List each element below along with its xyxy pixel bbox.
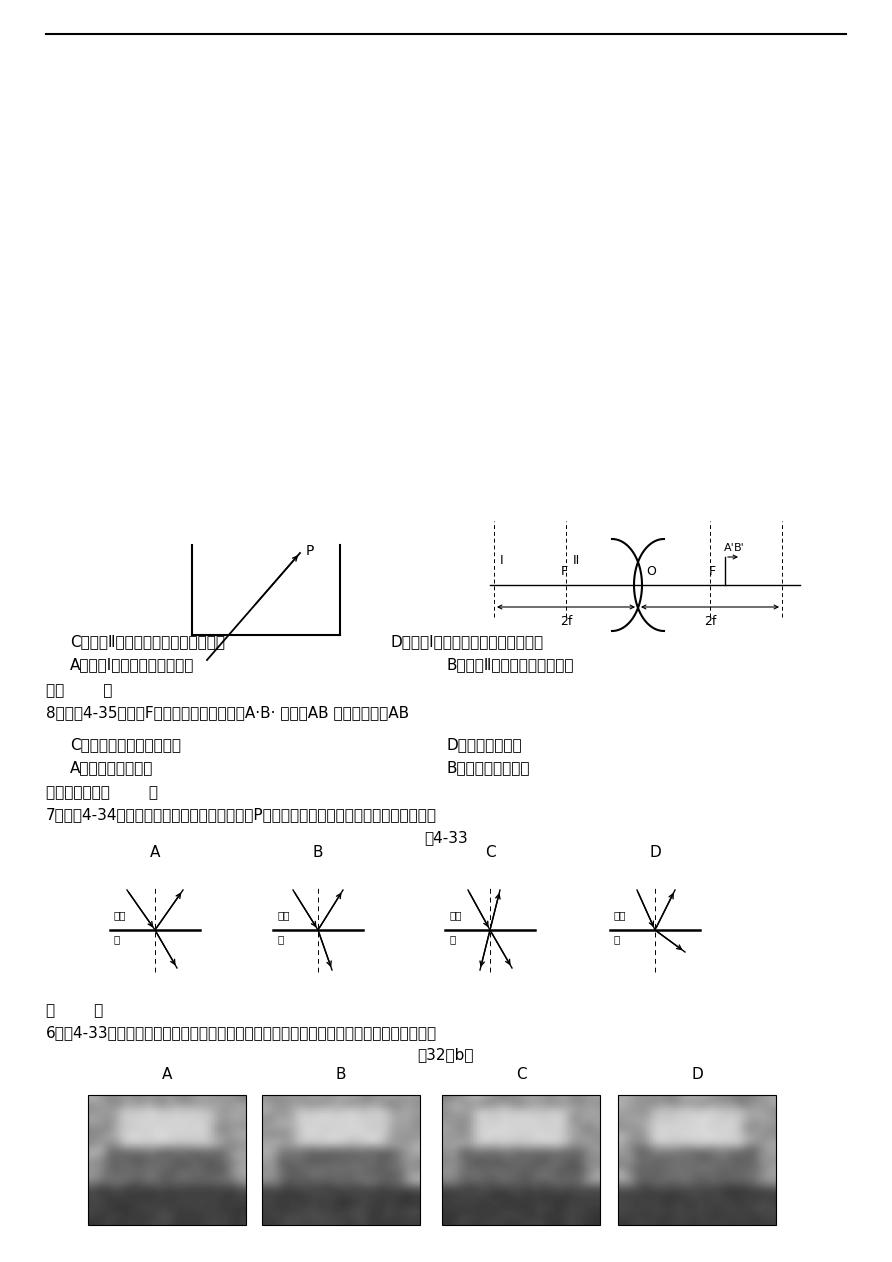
Text: 7、如图4-34所示，一束光线斜射人容器中，在P处形成一光斑，在向容器里逐渐加满水的过: 7、如图4-34所示，一束光线斜射人容器中，在P处形成一光斑，在向容器里逐渐加满…	[46, 806, 437, 822]
Text: 空气: 空气	[277, 910, 290, 920]
Text: 图32（b）: 图32（b）	[417, 1047, 475, 1063]
Text: A、图中Ⅰ区域，箭头水平向右: A、图中Ⅰ区域，箭头水平向右	[70, 658, 194, 671]
Text: 程中，光斑将（        ）: 程中，光斑将（ ）	[46, 785, 158, 800]
Text: 水: 水	[614, 934, 620, 944]
Text: 2f: 2f	[704, 615, 716, 628]
Text: A: A	[161, 1066, 172, 1082]
Text: 2f: 2f	[560, 615, 572, 628]
Text: A: A	[150, 846, 161, 859]
Text: C、先向左移动再向右移动: C、先向左移动再向右移动	[70, 737, 181, 752]
Text: B': B'	[734, 543, 745, 553]
Text: 空气: 空气	[114, 910, 127, 920]
Text: D、仗在原来位置: D、仗在原来位置	[446, 737, 522, 752]
Text: 水: 水	[277, 934, 284, 944]
Text: B: B	[313, 846, 323, 859]
Text: 6、图4-33中画出了光线射到空气与水的界面处发生折射和反射的四幅光路图，其中正确的是: 6、图4-33中画出了光线射到空气与水的界面处发生折射和反射的四幅光路图，其中正…	[46, 1025, 437, 1040]
Text: F: F	[560, 565, 567, 578]
Text: D、图中Ⅰ区域，箭头方向向右斜上方: D、图中Ⅰ区域，箭头方向向右斜上方	[390, 634, 543, 649]
Text: A': A'	[724, 543, 735, 553]
Text: C: C	[516, 1066, 526, 1082]
Text: D: D	[649, 846, 661, 859]
Text: D: D	[691, 1066, 703, 1082]
Bar	[88, 1095, 246, 1225]
Text: P: P	[306, 544, 314, 558]
Text: F: F	[708, 565, 715, 578]
Text: B、向右移动后静止: B、向右移动后静止	[446, 760, 530, 775]
Text: B: B	[335, 1066, 346, 1082]
Text: （        ）: （ ）	[46, 1003, 103, 1018]
Text: 水: 水	[449, 934, 455, 944]
Text: 在（        ）: 在（ ）	[46, 683, 112, 698]
Text: C、图中Ⅱ区域，箭头方向向左斜上方: C、图中Ⅱ区域，箭头方向向左斜上方	[70, 634, 225, 649]
Text: B、图中Ⅱ区域，见图水平向右: B、图中Ⅱ区域，见图水平向右	[446, 658, 574, 671]
Text: II: II	[573, 554, 580, 567]
Text: C: C	[484, 846, 495, 859]
Bar	[442, 1095, 600, 1225]
Bar	[262, 1095, 420, 1225]
Text: 图4-33: 图4-33	[424, 830, 468, 846]
Text: O: O	[646, 565, 656, 578]
Text: 空气: 空气	[614, 910, 626, 920]
Text: 水: 水	[114, 934, 120, 944]
Text: A、向左移动后静止: A、向左移动后静止	[70, 760, 153, 775]
Bar	[618, 1095, 776, 1225]
Text: 8、如图4-35所示，F为凸透镜的两个焦点，A·B· 为物体AB 的像，则物体AB: 8、如图4-35所示，F为凸透镜的两个焦点，A·B· 为物体AB 的像，则物体A…	[46, 705, 409, 721]
Text: 空气: 空气	[449, 910, 461, 920]
Text: I: I	[500, 554, 504, 567]
